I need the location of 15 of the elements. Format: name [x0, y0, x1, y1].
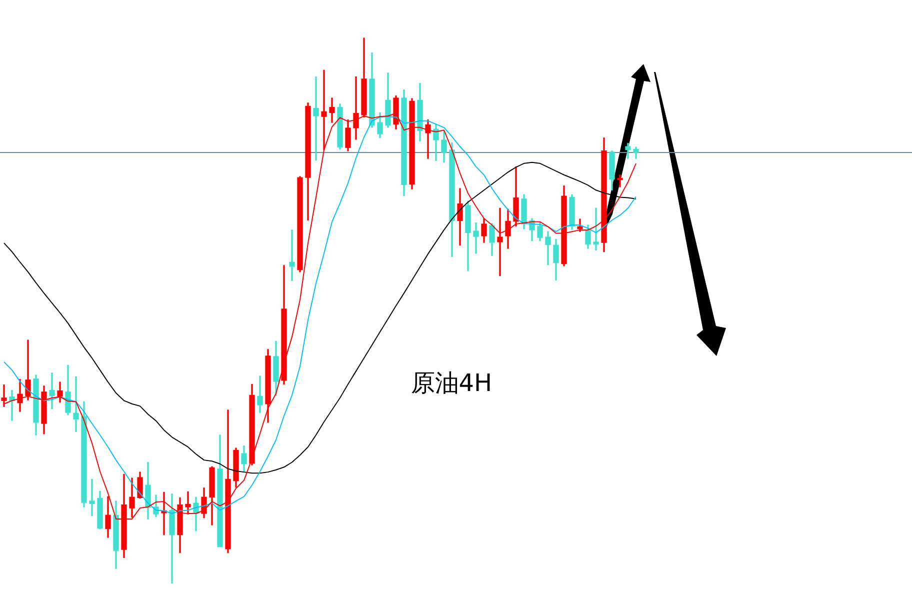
- candlestick: [329, 98, 335, 123]
- candlestick: [473, 222, 479, 254]
- candlestick: [593, 208, 599, 250]
- candlestick: [49, 372, 55, 410]
- candlestick: [289, 230, 295, 281]
- candlestick: [185, 491, 191, 514]
- candlestick: [73, 376, 79, 432]
- candlestick: [497, 208, 503, 276]
- candlestick: [425, 119, 431, 159]
- candlestick: [617, 174, 623, 188]
- candlestick: [9, 390, 15, 421]
- candlestick: [625, 142, 631, 159]
- candlestick: [89, 478, 95, 516]
- candlestick: [313, 76, 319, 160]
- annotation: 原油4H: [410, 369, 492, 398]
